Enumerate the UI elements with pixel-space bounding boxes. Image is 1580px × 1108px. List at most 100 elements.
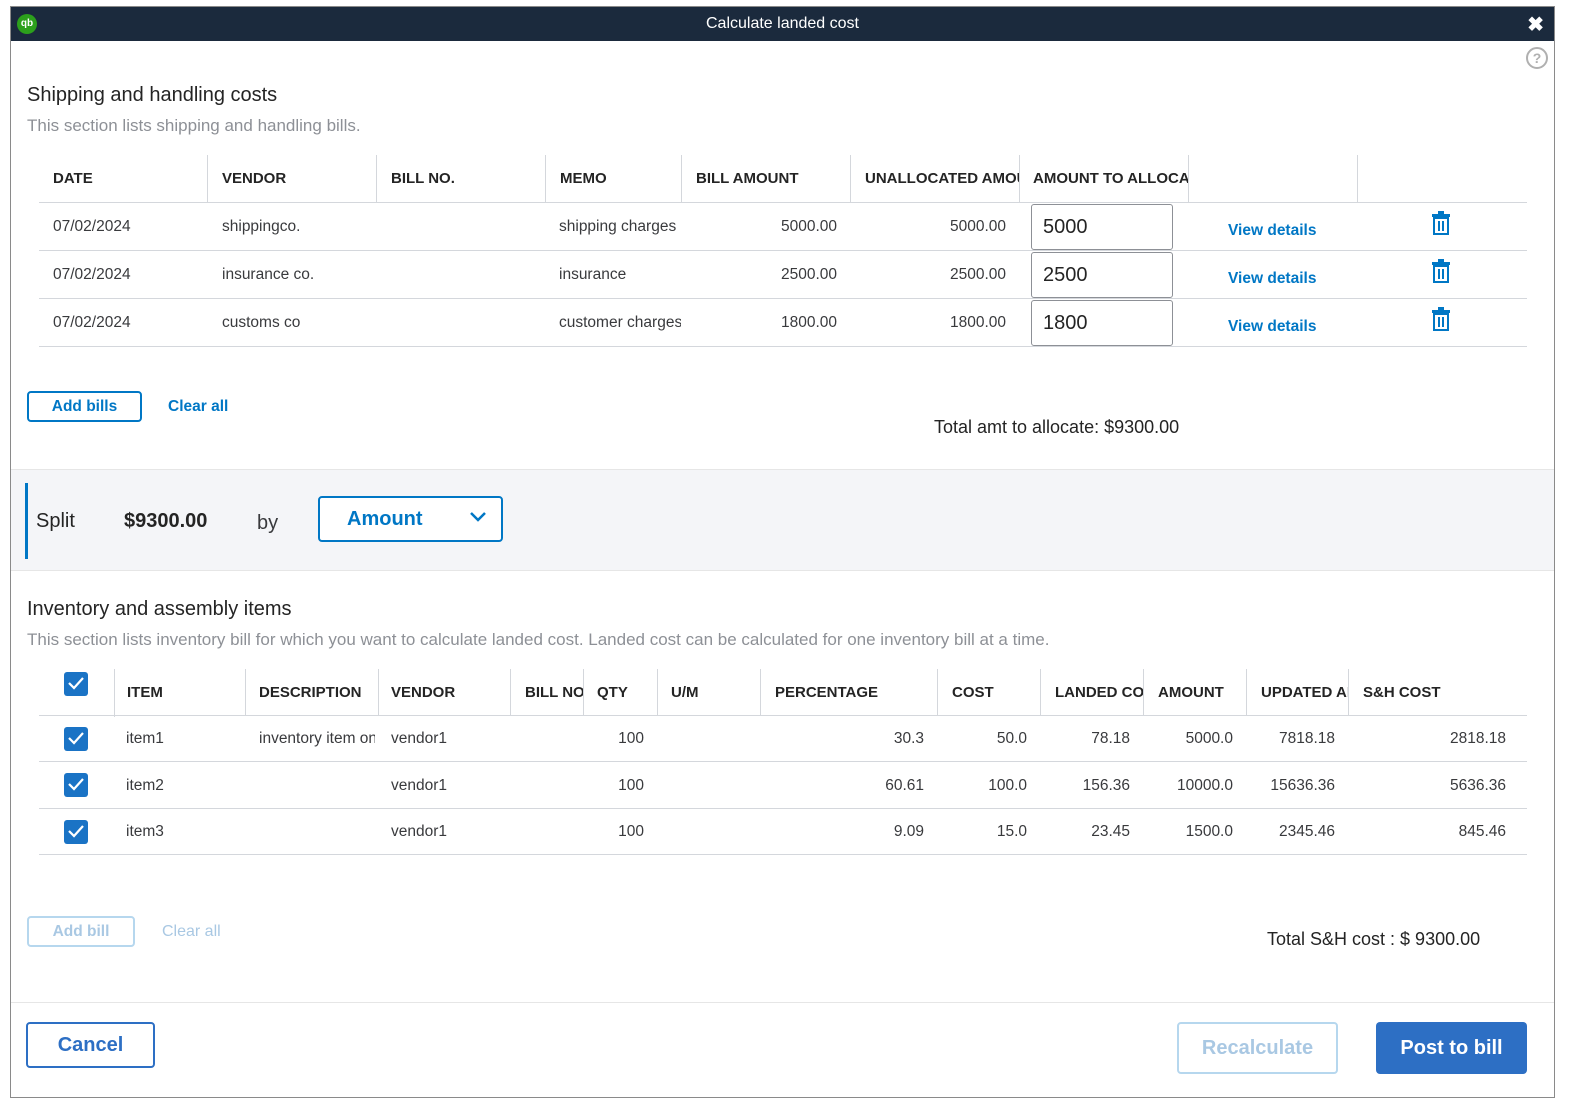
row-um: [671, 809, 759, 855]
row-checkbox[interactable]: [64, 773, 88, 797]
row-vendor: shippingco.: [222, 218, 301, 235]
row-description: [259, 762, 375, 809]
column-header-cost[interactable]: COST: [938, 669, 1041, 716]
inventory-section-subtitle: This section lists inventory bill for wh…: [27, 630, 1050, 649]
trash-icon[interactable]: [1431, 211, 1451, 237]
row-unallocated: 2500.00: [949, 266, 1006, 283]
add-bill-button[interactable]: Add bill: [27, 916, 135, 947]
clear-all-inventory-link[interactable]: Clear all: [162, 923, 221, 940]
landed-cost-dialog: qb Calculate landed cost ✖ ? Shipping an…: [10, 6, 1555, 1098]
row-bill-no: [524, 716, 582, 762]
row-amount: 1500.0: [1185, 823, 1233, 840]
row-bill-no: [391, 203, 541, 251]
row-vendor: vendor1: [391, 730, 448, 747]
trash-icon[interactable]: [1431, 259, 1451, 285]
row-cost: 100.0: [988, 777, 1027, 794]
select-all-checkbox[interactable]: [64, 672, 88, 696]
column-header-bill-no[interactable]: BILL NO.: [377, 155, 546, 203]
column-header-item[interactable]: ITEM: [115, 669, 246, 716]
row-amount: 5000.0: [1185, 730, 1233, 747]
checkbox-column-divider: [99, 669, 115, 717]
row-memo: shipping charges: [559, 218, 677, 235]
column-header-landed-cost[interactable]: LANDED COST: [1041, 669, 1144, 716]
row-percentage: 30.3: [893, 730, 924, 747]
add-bills-button[interactable]: Add bills: [27, 391, 142, 422]
amount-to-allocate-input[interactable]: 2500: [1031, 252, 1173, 298]
column-header-updated-amount[interactable]: UPDATED AMOUNT: [1247, 669, 1349, 716]
shipping-table-row: 07/02/2024 shippingco. shipping charges …: [39, 203, 1527, 251]
shipping-table-row: 07/02/2024 customs co customer charges 1…: [39, 299, 1527, 347]
column-header-vendor[interactable]: VENDOR: [379, 669, 511, 716]
inventory-section-title: Inventory and assembly items: [27, 598, 292, 620]
split-method-value: Amount: [347, 508, 423, 530]
footer-divider: [11, 1002, 1554, 1003]
column-header-um[interactable]: U/M: [658, 669, 761, 716]
row-bill-no: [391, 299, 541, 347]
row-checkbox[interactable]: [64, 727, 88, 751]
row-checkbox[interactable]: [64, 820, 88, 844]
row-bill-amount: 2500.00: [780, 266, 837, 283]
view-details-link[interactable]: View details: [1228, 222, 1317, 239]
row-updated-amount: 2345.46: [1278, 823, 1335, 840]
row-sh-cost: 2818.18: [1449, 730, 1506, 747]
column-header-description[interactable]: DESCRIPTION: [246, 669, 379, 716]
cancel-button[interactable]: Cancel: [26, 1022, 155, 1068]
inventory-table-row: item3 vendor1 100 9.09 15.0 23.45 1500.0…: [39, 809, 1527, 855]
row-date: 07/02/2024: [53, 266, 131, 283]
row-qty: 100: [618, 777, 644, 794]
column-header-percentage[interactable]: PERCENTAGE: [761, 669, 938, 716]
row-landed-cost: 23.45: [1091, 823, 1130, 840]
close-icon[interactable]: ✖: [1527, 14, 1544, 36]
column-header-bill-no[interactable]: BILL NO: [511, 669, 584, 716]
row-unallocated: 5000.00: [949, 218, 1006, 235]
column-header-details: [1189, 155, 1358, 203]
row-landed-cost: 156.36: [1082, 777, 1130, 794]
row-item: item1: [126, 730, 164, 747]
view-details-link[interactable]: View details: [1228, 270, 1317, 287]
column-header-vendor[interactable]: VENDOR: [208, 155, 377, 203]
split-method-dropdown[interactable]: Amount: [318, 496, 503, 542]
help-icon[interactable]: ?: [1526, 47, 1548, 69]
row-item: item2: [126, 777, 164, 794]
column-header-date[interactable]: DATE: [39, 155, 208, 203]
inventory-table-header: ITEM DESCRIPTION VENDOR BILL NO QTY U/M …: [39, 669, 1527, 717]
chevron-down-icon: [470, 512, 486, 522]
row-um: [671, 716, 759, 762]
row-updated-amount: 15636.36: [1270, 777, 1335, 794]
shipping-section-title: Shipping and handling costs: [27, 84, 278, 106]
row-cost: 50.0: [996, 730, 1027, 747]
split-by-label: by: [257, 512, 279, 534]
split-amount: $9300.00: [124, 510, 208, 532]
column-header-amount[interactable]: AMOUNT: [1144, 669, 1247, 716]
post-to-bill-button[interactable]: Post to bill: [1376, 1022, 1527, 1074]
column-header-unallocated-amount[interactable]: UNALLOCATED AMOUNT: [851, 155, 1020, 203]
amount-to-allocate-input[interactable]: 5000: [1031, 204, 1173, 250]
row-description: [259, 809, 375, 855]
view-details-link[interactable]: View details: [1228, 318, 1317, 335]
trash-icon[interactable]: [1431, 307, 1451, 333]
column-header-bill-amount[interactable]: BILL AMOUNT: [682, 155, 851, 203]
column-header-sh-cost[interactable]: S&H COST: [1363, 684, 1441, 701]
clear-all-link[interactable]: Clear all: [168, 398, 229, 415]
row-percentage: 9.09: [893, 823, 924, 840]
column-header-qty[interactable]: QTY: [584, 669, 658, 716]
split-label: Split: [36, 510, 75, 532]
row-vendor: customs co: [222, 314, 301, 331]
row-item: item3: [126, 823, 164, 840]
row-unallocated: 1800.00: [949, 314, 1006, 331]
quickbooks-logo-icon: qb: [17, 14, 37, 34]
row-amount: 10000.0: [1176, 777, 1233, 794]
row-qty: 100: [618, 730, 644, 747]
row-landed-cost: 78.18: [1091, 730, 1130, 747]
row-um: [671, 762, 759, 809]
row-vendor: vendor1: [391, 777, 448, 794]
row-date: 07/02/2024: [53, 314, 131, 331]
row-qty: 100: [618, 823, 644, 840]
total-sh-cost: Total S&H cost : $ 9300.00: [1267, 929, 1481, 949]
inventory-table-row: item2 vendor1 100 60.61 100.0 156.36 100…: [39, 762, 1527, 809]
column-header-memo[interactable]: MEMO: [546, 155, 682, 203]
shipping-table-row: 07/02/2024 insurance co. insurance 2500.…: [39, 251, 1527, 299]
recalculate-button[interactable]: Recalculate: [1177, 1022, 1338, 1074]
column-header-amount-to-allocate[interactable]: AMOUNT TO ALLOCATE: [1020, 155, 1189, 203]
amount-to-allocate-input[interactable]: 1800: [1031, 300, 1173, 346]
